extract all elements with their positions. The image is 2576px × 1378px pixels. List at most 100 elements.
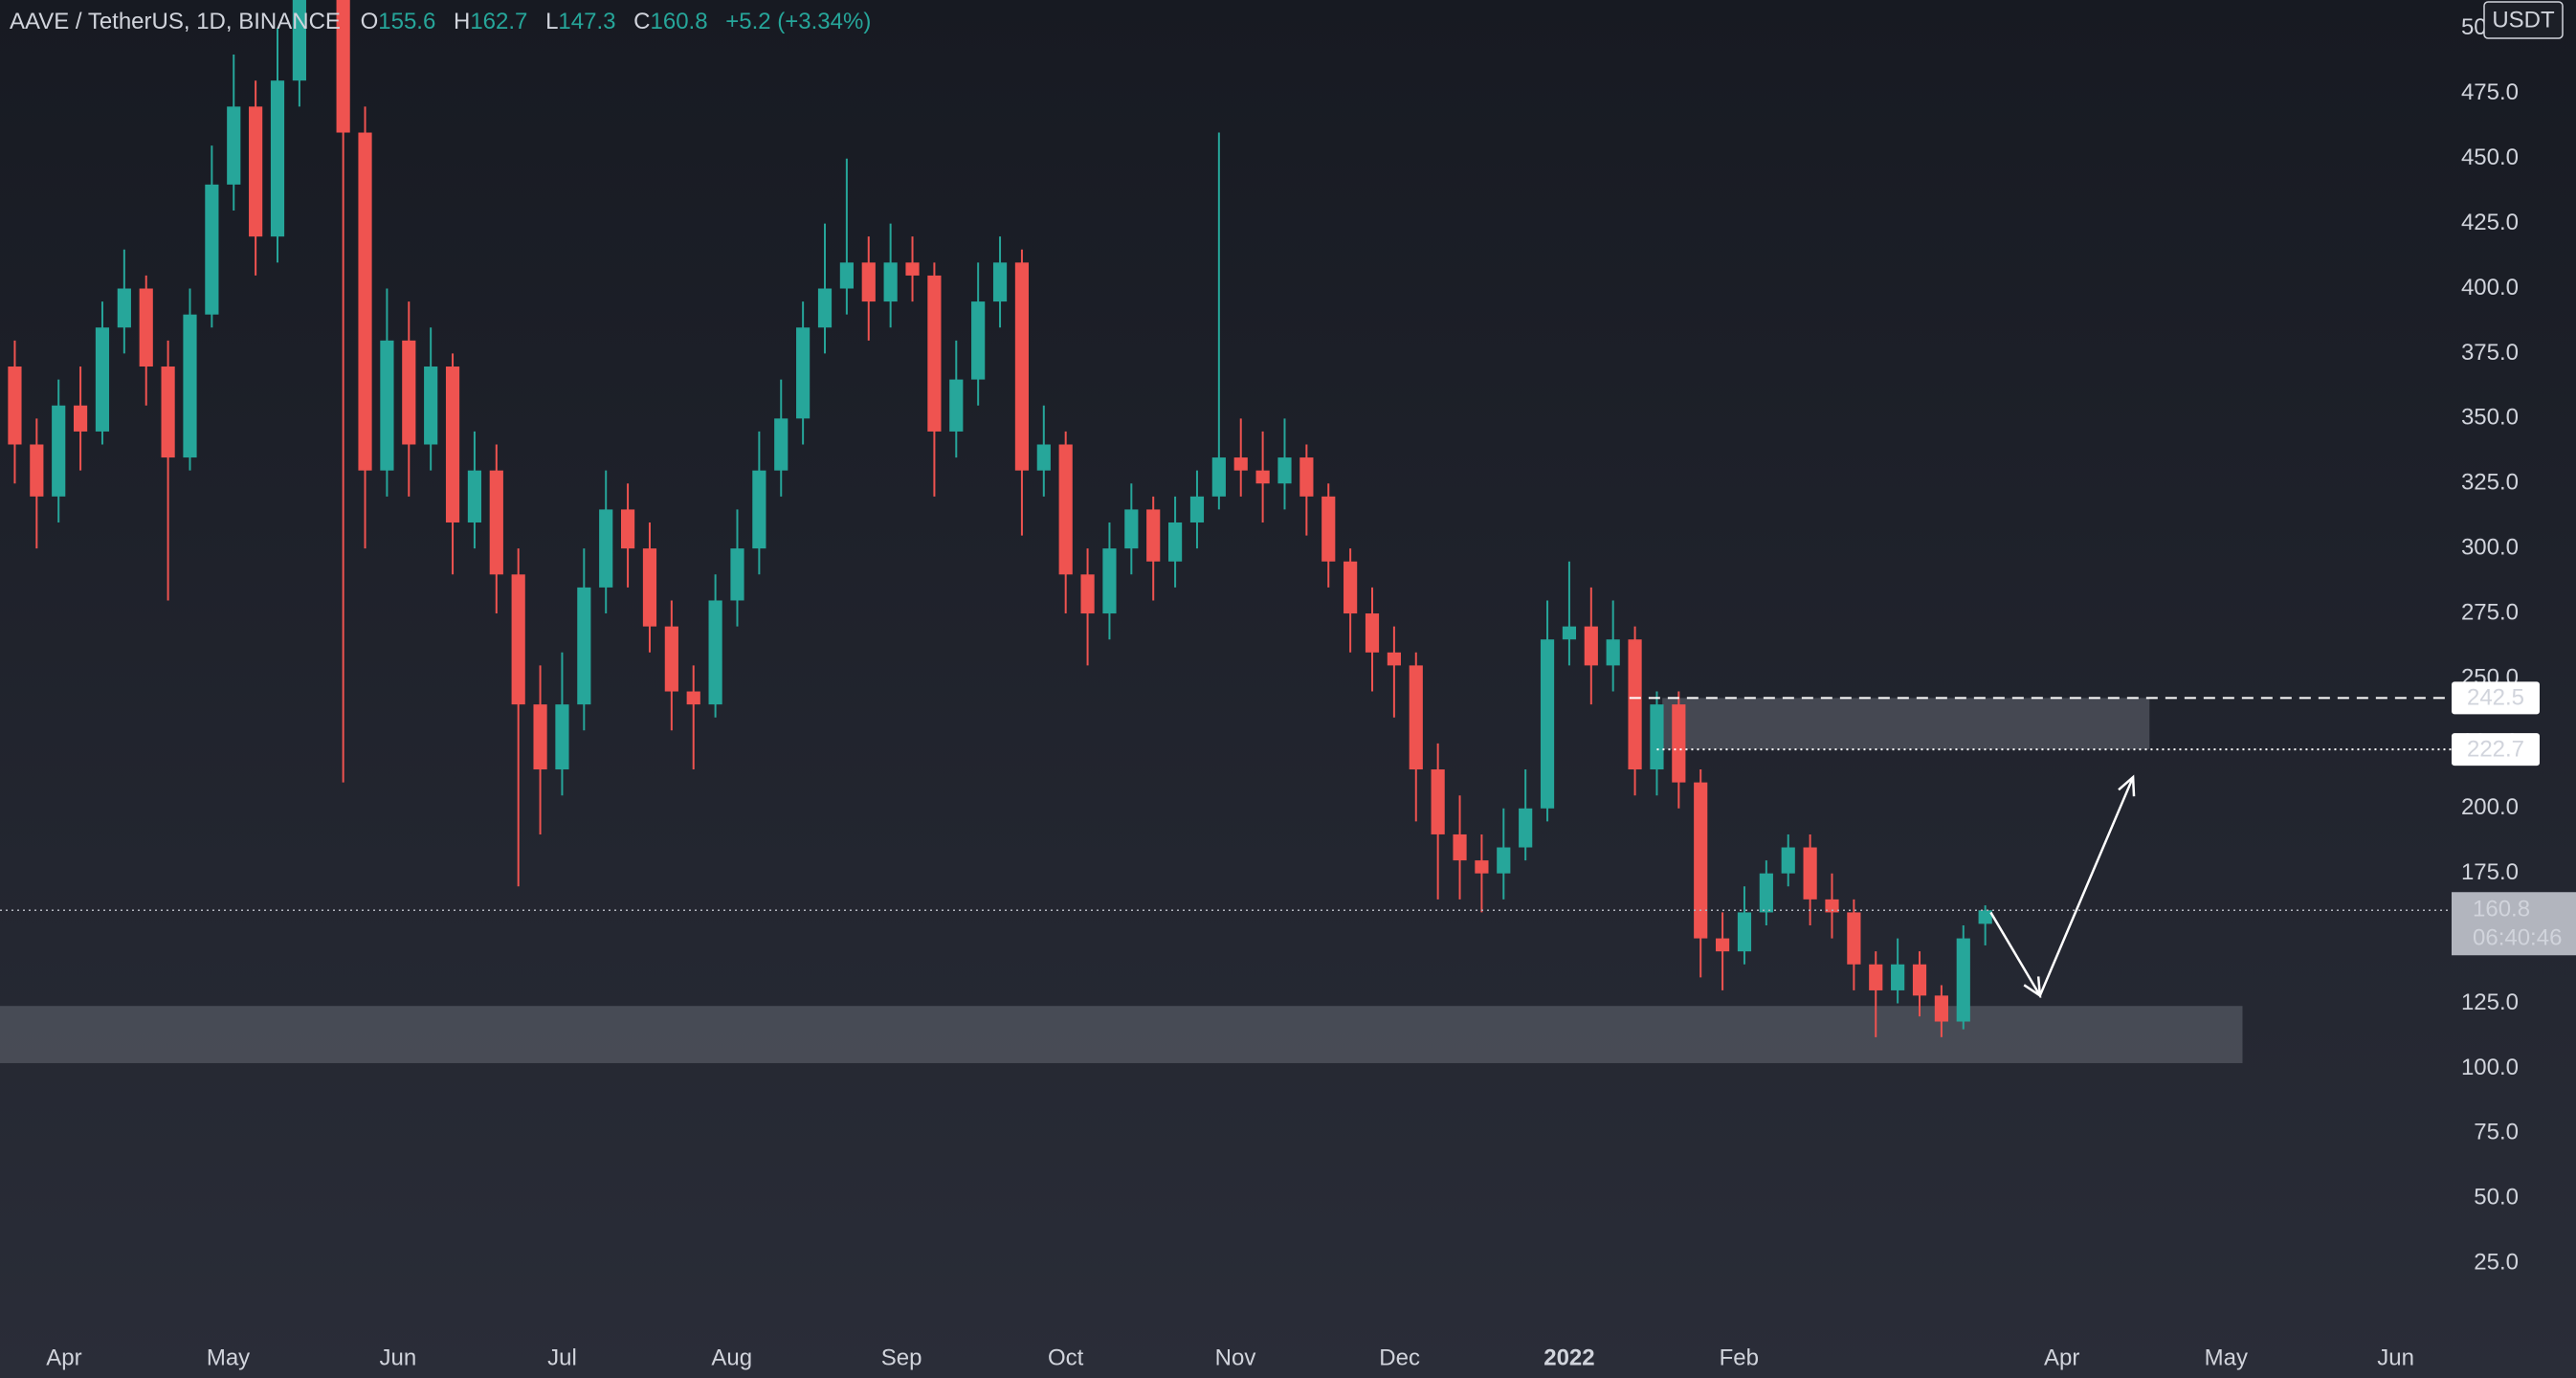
candle-body xyxy=(642,548,657,627)
candle-body xyxy=(817,288,833,328)
candle-body xyxy=(336,0,350,133)
y-tick-label: 325.0 xyxy=(2461,470,2519,496)
candle-body xyxy=(861,262,876,302)
candle-body xyxy=(380,340,394,471)
candle-body xyxy=(511,574,525,705)
x-tick-label: Feb xyxy=(1720,1345,1759,1370)
candle-body xyxy=(1847,912,1861,965)
symbol-title: AAVE / TetherUS, 1D, BINANCE xyxy=(10,9,341,34)
candle-body xyxy=(1737,912,1752,952)
candle-body xyxy=(620,509,635,549)
candle-body xyxy=(1299,457,1314,497)
x-tick-label: 2022 xyxy=(1543,1345,1594,1370)
candle-body xyxy=(139,288,153,367)
candle-body xyxy=(358,132,372,471)
candle-body xyxy=(489,470,503,575)
candle-body xyxy=(1672,704,1686,783)
x-tick-label: Apr xyxy=(46,1345,81,1370)
candle-body xyxy=(1255,470,1270,484)
candle-body xyxy=(1978,910,1992,924)
y-tick-label: 475.0 xyxy=(2461,79,2519,105)
candle-body xyxy=(1628,639,1642,770)
candle-body xyxy=(1167,522,1183,562)
candle-body xyxy=(1562,626,1577,640)
price-label: 222.7 xyxy=(2467,736,2524,762)
candle-body xyxy=(1540,639,1555,809)
arrow-head xyxy=(2023,976,2042,998)
y-tick-label: 375.0 xyxy=(2461,340,2519,366)
candle-body xyxy=(424,367,438,445)
legend-value: 155.6 xyxy=(378,9,435,34)
candle-body xyxy=(467,470,482,522)
candle-body xyxy=(1431,769,1445,834)
candle-body xyxy=(161,367,175,458)
y-tick-label: 125.0 xyxy=(2461,989,2519,1015)
price-label: 242.5 xyxy=(2467,685,2524,711)
candle-body xyxy=(796,327,811,419)
x-tick-label: Nov xyxy=(1215,1345,1256,1370)
candle-body xyxy=(1715,938,1730,952)
candle-body xyxy=(1497,847,1511,874)
candle-body xyxy=(992,262,1008,302)
axes: 25.050.075.0100.0125.0150.0175.0200.0225… xyxy=(46,1,2576,1370)
legend-value: 160.8 xyxy=(651,9,708,34)
candle-body xyxy=(1014,262,1030,471)
candle-body xyxy=(839,262,854,289)
candle-body xyxy=(730,548,744,601)
legend-header: AAVE / TetherUS, 1D, BINANCE O155.6 H162… xyxy=(10,9,871,34)
x-tick-label: Sep xyxy=(881,1345,922,1370)
candle-body xyxy=(52,405,66,497)
x-tick-label: Oct xyxy=(1048,1345,1084,1370)
candle-body xyxy=(664,626,678,692)
y-tick-label: 425.0 xyxy=(2461,210,2519,235)
candle-body xyxy=(1365,613,1380,653)
candle-body xyxy=(905,262,920,276)
candle-body xyxy=(270,80,285,237)
candle-body xyxy=(445,367,460,522)
x-tick-label: Dec xyxy=(1379,1345,1420,1370)
candle-body xyxy=(95,327,110,432)
candle-body xyxy=(708,600,722,705)
y-tick-label: 400.0 xyxy=(2461,275,2519,300)
candle-body xyxy=(1211,457,1226,497)
candle-body xyxy=(1650,704,1664,770)
legend-value: 147.3 xyxy=(558,9,615,34)
y-tick-label: 200.0 xyxy=(2461,794,2519,820)
y-tick-label: 175.0 xyxy=(2461,859,2519,885)
candle-body xyxy=(1321,496,1336,562)
candle-body xyxy=(227,106,241,185)
legend-label: O xyxy=(361,9,379,34)
candle-body xyxy=(402,340,416,445)
legend-label: C xyxy=(633,9,650,34)
currency-box xyxy=(2483,1,2564,39)
candle-body xyxy=(1694,782,1708,939)
candle-body xyxy=(883,262,898,302)
candle-body xyxy=(1891,964,1905,990)
last-price-box xyxy=(2452,892,2576,956)
candle-body xyxy=(292,0,306,81)
y-tick-label: 450.0 xyxy=(2461,144,2519,170)
candle-body xyxy=(8,367,22,445)
candle-body xyxy=(599,509,613,588)
candle-body xyxy=(1344,561,1358,614)
y-tick-label: 300.0 xyxy=(2461,534,2519,560)
candle-body xyxy=(1934,995,1948,1022)
y-tick-label: 275.0 xyxy=(2461,599,2519,625)
x-tick-label: Jun xyxy=(379,1345,416,1370)
candle-body xyxy=(183,314,197,458)
candle-body xyxy=(1475,860,1489,874)
x-tick-label: Jun xyxy=(2377,1345,2414,1370)
zone xyxy=(1662,698,2150,750)
candle-body xyxy=(1277,457,1292,484)
candle-body xyxy=(686,691,700,705)
candle-body xyxy=(117,288,131,328)
candle-body xyxy=(1825,899,1839,913)
y-tick-label: 50.0 xyxy=(2474,1185,2519,1211)
legend-value: 162.7 xyxy=(470,9,527,34)
candle-body xyxy=(1912,964,1927,996)
arrow-head xyxy=(2118,774,2136,797)
zone xyxy=(0,1006,2243,1063)
candle-body xyxy=(1759,873,1773,913)
